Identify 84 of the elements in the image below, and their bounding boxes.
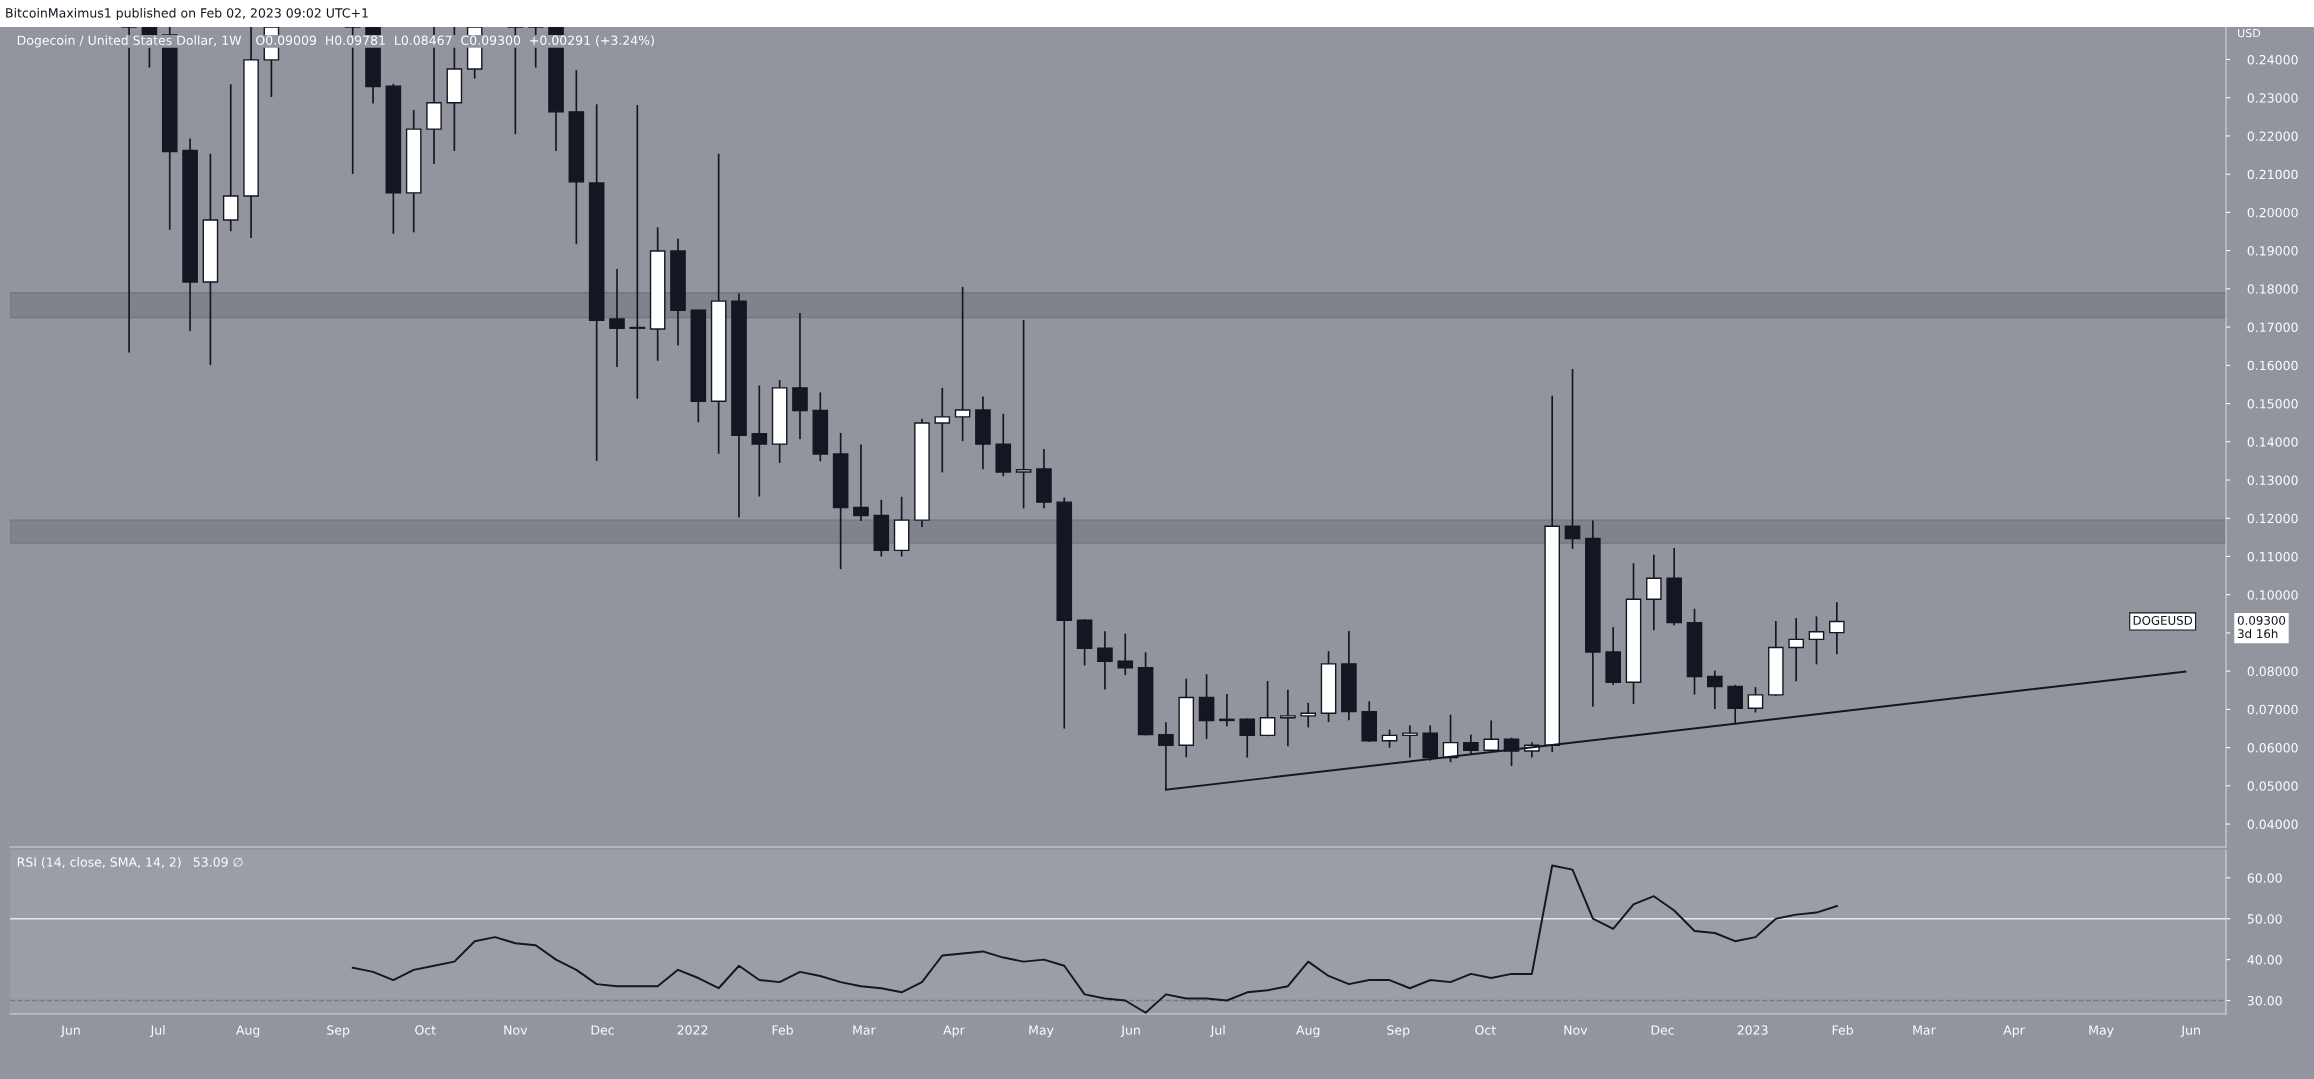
y-tick-label: 0.21000: [2247, 169, 2298, 180]
annotation: DOGEUSD: [2133, 615, 2193, 625]
candlestick: [1829, 602, 1845, 655]
candlestick: [1564, 369, 1581, 549]
y-tick-label: 0.16000: [2247, 360, 2298, 371]
y-tick-label: 0.15000: [2247, 399, 2298, 409]
x-tick-label: Feb: [1832, 1025, 1854, 1035]
candlestick: [1788, 617, 1804, 682]
x-tick-label: Jun: [60, 1025, 80, 1038]
text: Dogecoin / United States Dollar, 1W: [17, 35, 242, 48]
y-tick-label: 0.06000: [2247, 743, 2298, 753]
candlestick: [1239, 718, 1256, 758]
x-tick-label: Mar: [853, 1025, 876, 1035]
y-tick-label: 50.00: [2247, 914, 2282, 924]
candlestick: [751, 385, 768, 497]
text: USD: [2238, 28, 2261, 38]
candlestick: [853, 444, 869, 521]
candlestick: [1198, 674, 1215, 739]
x-tick-label: Jun: [2180, 1025, 2200, 1038]
candlestick: [629, 104, 646, 399]
x-tick-label: Nov: [504, 1025, 528, 1035]
x-tick-label: Jul: [1210, 1025, 1225, 1038]
y-tick-label: 0.17000: [2247, 322, 2298, 333]
candlestick: [934, 387, 951, 473]
candlestick: [1402, 725, 1418, 758]
text: 0.09300: [2237, 615, 2286, 625]
x-tick-label: Mar: [1913, 1025, 1936, 1035]
x-tick-label: Dec: [1651, 1025, 1674, 1035]
candlestick: [792, 312, 808, 440]
y-tick-label: 0.14000: [2247, 437, 2298, 447]
x-tick-label: May: [2089, 1025, 2114, 1038]
text: O0.09009 H0.09781 L0.08467 C0.09300 +0.00291 (+3.24%): [256, 35, 654, 47]
y-tick-label: 30.00: [2247, 995, 2282, 1006]
candlestick: [1259, 681, 1276, 737]
y-tick-label: 0.19000: [2247, 246, 2298, 256]
x-tick-label: Aug: [236, 1025, 260, 1038]
candlestick: [1300, 702, 1317, 728]
candlestick: [1015, 320, 1032, 509]
y-tick-label: 0.22000: [2247, 131, 2298, 141]
x-tick-label: Jul: [149, 1025, 165, 1038]
candlestick: [1707, 670, 1723, 710]
y-tick-label: 0.20000: [2247, 207, 2298, 218]
x-tick-label: Aug: [1296, 1025, 1320, 1038]
candlestick: [1483, 720, 1500, 752]
x-tick-label: Oct: [1475, 1025, 1496, 1035]
y-tick-label: 40.00: [2247, 955, 2282, 965]
x-tick-label: 2023: [1737, 1025, 1768, 1035]
x-tick-label: May: [1029, 1025, 1054, 1038]
candlestick: [1646, 554, 1662, 631]
y-tick-label: 0.07000: [2247, 704, 2298, 715]
x-tick-label: Feb: [772, 1025, 793, 1035]
y-tick-label: 0.24000: [2247, 54, 2298, 65]
candlestick: [1747, 687, 1764, 713]
x-tick-label: Dec: [591, 1025, 614, 1035]
x-tick-label: Jun: [1120, 1025, 1140, 1038]
candlestick: [1280, 689, 1296, 747]
y-tick-label: 0.08000: [2247, 666, 2298, 677]
y-tick-label: 0.23000: [2247, 93, 2298, 103]
x-tick-label: Oct: [415, 1025, 436, 1035]
y-tick-label: 0.04000: [2247, 819, 2298, 829]
x-tick-label: Apr: [943, 1025, 965, 1038]
y-tick-label: 0.13000: [2247, 475, 2298, 485]
x-tick-label: Sep: [1387, 1025, 1410, 1038]
candlestick: [954, 286, 971, 442]
text: RSI (14, close, SMA, 14, 2): [17, 857, 181, 869]
line-series: [351, 864, 1838, 1014]
text: BitcoinMaximus1 published on Feb 02, 2023 09:02 UTC+1: [6, 7, 368, 21]
x-tick-label: Nov: [1564, 1025, 1588, 1035]
candlestick: [1727, 684, 1743, 725]
candlestick: [1808, 616, 1825, 665]
candlestick: [1097, 631, 1113, 690]
text: 3d 16h: [2237, 628, 2278, 639]
annotation: 53.09 ∅: [193, 857, 243, 867]
y-tick-label: 0.12000: [2247, 513, 2298, 524]
y-tick-label: 60.00: [2247, 873, 2282, 883]
x-tick-label: Sep: [327, 1025, 350, 1038]
x-tick-label: 2022: [677, 1025, 708, 1035]
candlestick: [609, 268, 625, 367]
candlestick: [1117, 633, 1134, 676]
y-tick-label: 0.10000: [2247, 590, 2298, 600]
y-tick-label: 0.18000: [2247, 284, 2298, 294]
y-tick-label: 0.05000: [2247, 781, 2298, 791]
y-tick-label: 0.11000: [2247, 551, 2298, 562]
x-tick-label: Apr: [2003, 1025, 2025, 1038]
